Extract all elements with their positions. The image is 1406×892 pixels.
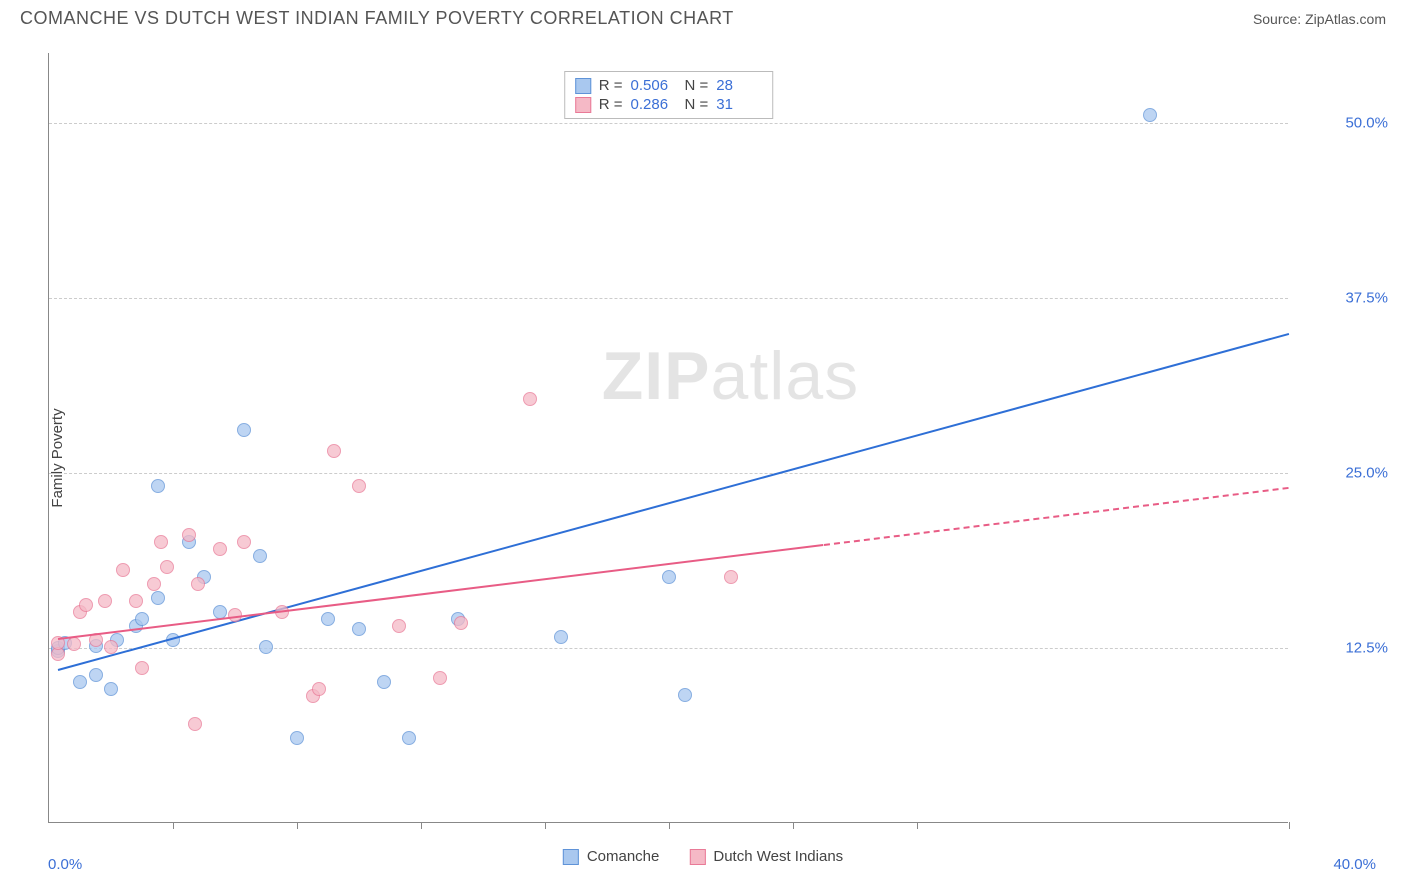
gridline [49, 123, 1288, 124]
data-point [321, 612, 335, 626]
stat-value: 0.286 [631, 96, 677, 113]
data-point [352, 479, 366, 493]
data-point [327, 444, 341, 458]
chart-header: COMANCHE VS DUTCH WEST INDIAN FAMILY POV… [0, 0, 1406, 33]
data-point [98, 594, 112, 608]
data-point [253, 549, 267, 563]
legend-item: Dutch West Indians [689, 848, 843, 865]
x-tick [297, 822, 298, 829]
watermark: ZIPatlas [602, 337, 859, 415]
y-tick-label: 37.5% [1298, 290, 1388, 307]
data-point [1143, 108, 1157, 122]
data-point [154, 535, 168, 549]
data-point [116, 563, 130, 577]
data-point [89, 668, 103, 682]
data-point [73, 675, 87, 689]
data-point [188, 717, 202, 731]
legend-label: Dutch West Indians [713, 848, 843, 865]
stat-value: 0.506 [631, 77, 677, 94]
data-point [151, 591, 165, 605]
trend-line [58, 333, 1289, 671]
data-point [377, 675, 391, 689]
stats-legend: R = 0.506 N = 28 R = 0.286 N = 31 [564, 71, 774, 119]
legend-swatch [575, 97, 591, 113]
data-point [312, 682, 326, 696]
stat-label: R = [599, 77, 623, 94]
trend-line [824, 487, 1289, 546]
data-point [79, 598, 93, 612]
data-point [678, 688, 692, 702]
legend-label: Comanche [587, 848, 660, 865]
data-point [191, 577, 205, 591]
data-point [237, 423, 251, 437]
series-legend: Comanche Dutch West Indians [563, 848, 843, 865]
x-axis-min-label: 0.0% [48, 856, 82, 873]
data-point [104, 640, 118, 654]
stat-value: 31 [716, 96, 762, 113]
legend-swatch [689, 849, 705, 865]
data-point [129, 594, 143, 608]
gridline [49, 473, 1288, 474]
data-point [182, 528, 196, 542]
x-tick [669, 822, 670, 829]
y-tick-label: 12.5% [1298, 640, 1388, 657]
stats-row: R = 0.506 N = 28 [575, 76, 763, 95]
x-tick [793, 822, 794, 829]
data-point [290, 731, 304, 745]
x-tick [1289, 822, 1290, 829]
y-tick-label: 50.0% [1298, 115, 1388, 132]
data-point [104, 682, 118, 696]
stat-label: N = [685, 77, 709, 94]
data-point [724, 570, 738, 584]
data-point [135, 661, 149, 675]
data-point [392, 619, 406, 633]
data-point [259, 640, 273, 654]
gridline [49, 298, 1288, 299]
stats-row: R = 0.286 N = 31 [575, 95, 763, 114]
trend-line [58, 544, 824, 640]
legend-swatch [563, 849, 579, 865]
x-tick [421, 822, 422, 829]
data-point [151, 479, 165, 493]
x-tick [173, 822, 174, 829]
chart-title: COMANCHE VS DUTCH WEST INDIAN FAMILY POV… [20, 8, 734, 29]
data-point [433, 671, 447, 685]
data-point [147, 577, 161, 591]
data-point [160, 560, 174, 574]
stat-value: 28 [716, 77, 762, 94]
plot-area: ZIPatlas R =0.506N =28R =0.286N =31 12.5… [48, 53, 1288, 823]
data-point [402, 731, 416, 745]
x-tick [917, 822, 918, 829]
chart-container: Family Poverty ZIPatlas R =0.506N =28R =… [0, 33, 1406, 883]
data-point [523, 392, 537, 406]
data-point [662, 570, 676, 584]
x-axis-max-label: 40.0% [1333, 856, 1376, 873]
y-tick-label: 25.0% [1298, 465, 1388, 482]
x-tick [545, 822, 546, 829]
chart-source: Source: ZipAtlas.com [1253, 11, 1386, 27]
stat-label: N = [685, 96, 709, 113]
data-point [135, 612, 149, 626]
legend-item: Comanche [563, 848, 660, 865]
data-point [352, 622, 366, 636]
gridline [49, 648, 1288, 649]
data-point [67, 637, 81, 651]
data-point [454, 616, 468, 630]
stat-label: R = [599, 96, 623, 113]
data-point [554, 630, 568, 644]
legend-swatch [575, 78, 591, 94]
data-point [213, 542, 227, 556]
data-point [237, 535, 251, 549]
